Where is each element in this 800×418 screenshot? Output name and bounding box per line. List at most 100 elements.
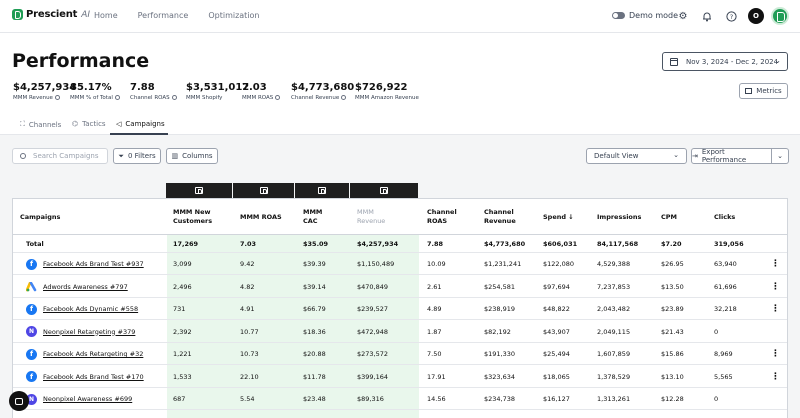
export-performance-button[interactable]: ⇥ Export Performance [691, 148, 772, 164]
cell-mmm-revenue: $470,849 [357, 282, 389, 291]
prescient-icon [318, 187, 326, 194]
chevron-down-icon: ⌄ [673, 151, 679, 159]
columns-label: Columns [182, 152, 213, 160]
gear-icon[interactable]: ⚙ [678, 10, 688, 22]
col-spend[interactable]: Spend ↓ [543, 213, 574, 221]
table-row[interactable]: f Facebook Ads Retargeting #32 1,221 10.73 $… [13, 343, 787, 365]
table-row[interactable]: f Facebook Ads Brand Test #170 1,533 22.10 $… [13, 366, 787, 388]
cell-channel-revenue: $1,231,241 [484, 260, 522, 268]
campaign-link[interactable]: Facebook Ads Brand Test #937 [43, 260, 144, 268]
cell-channel-roas: 14.56 [427, 395, 446, 403]
info-icon[interactable] [171, 95, 177, 100]
kpi-channel-roas: 7.88 Channel ROAS [130, 82, 177, 101]
cell-impressions: 1,607,859 [597, 350, 631, 358]
col-mmm-new-customers[interactable]: MMM New Customers [173, 208, 213, 225]
col-clicks[interactable]: Clicks [714, 213, 736, 221]
table-row[interactable]: f Facebook Ads Dynamic #558 731 4.91 $66.79 $… [13, 298, 787, 320]
toggle-switch[interactable] [612, 12, 625, 19]
more-options-icon[interactable]: ⋮ [771, 259, 780, 269]
table-row[interactable]: N Neonpixel Awareness #699 687 5.54 $23.48 $8… [13, 388, 787, 410]
col-mmm-roas[interactable]: MMM ROAS [240, 213, 282, 221]
user-avatar[interactable]: O [748, 8, 764, 24]
tab-campaigns[interactable]: ◁ Campaigns [116, 120, 165, 128]
help-icon[interactable]: ? [725, 10, 737, 22]
cell-channel-roas: 17.91 [427, 372, 446, 381]
prescient-logo-icon [12, 9, 23, 20]
col-mmm-revenue[interactable]: MMM Revenue [357, 208, 386, 225]
nav-optimization[interactable]: Optimization [208, 11, 260, 20]
more-options-icon[interactable]: ⋮ [771, 349, 780, 359]
kpi-mmm-revenue: $4,257,934 MMM Revenue [13, 82, 76, 101]
col-channel-revenue[interactable]: Channel Revenue [484, 208, 516, 225]
view-select[interactable]: Default View ⌄ [586, 148, 687, 164]
total-channel-revenue: $4,773,680 [484, 240, 526, 248]
cell-channel-roas: 7.50 [427, 350, 442, 358]
more-options-icon[interactable]: ⋮ [771, 371, 780, 382]
col-mmm-cac[interactable]: MMM CAC [303, 208, 323, 225]
info-icon[interactable] [275, 95, 281, 100]
campaign-link[interactable]: Facebook Ads Retargeting #32 [43, 350, 144, 358]
campaign-link[interactable]: Facebook Ads Brand Test #170 [43, 372, 144, 381]
nav-home[interactable]: Home [94, 11, 118, 20]
tab-tactics[interactable]: ⌬ Tactics [72, 120, 106, 128]
cell-mmm-roas: 5.54 [240, 395, 255, 403]
more-options-icon[interactable]: ⋮ [771, 281, 780, 292]
cell-mmm-revenue: $399,164 [357, 372, 389, 381]
bell-icon[interactable] [701, 10, 713, 22]
kpi-value: 85.17% [70, 82, 112, 93]
table-row[interactable]: Adwords Awareness #797 2,496 4.82 $39.14 $47… [13, 276, 787, 298]
total-clicks: 319,056 [714, 240, 744, 248]
table-row[interactable]: N Neonpixel Retargeting #379 2,392 10.77 $18… [13, 321, 787, 343]
total-impressions: 84,117,568 [597, 240, 639, 248]
neonpixel-icon: N [26, 393, 37, 405]
col-cpm[interactable]: CPM [661, 213, 678, 221]
cell-mmm-revenue: $89,316 [357, 395, 384, 403]
demo-mode-toggle[interactable]: Demo mode [612, 11, 678, 20]
tab-channels[interactable]: ⛶ Channels [20, 120, 61, 129]
campaign-link[interactable]: Adwords Awareness #797 [43, 282, 128, 291]
campaign-link[interactable]: Facebook Ads Dynamic #558 [43, 305, 139, 313]
col-impressions[interactable]: Impressions [597, 213, 642, 221]
workspace-badge-icon[interactable] [771, 7, 789, 25]
cell-channel-revenue: $254,581 [484, 282, 516, 291]
kpi-label: Channel Revenue [291, 95, 340, 101]
kpi-value: $726,922 [355, 82, 408, 93]
cell-impressions: 7,237,853 [597, 282, 631, 291]
nav-performance[interactable]: Performance [137, 11, 189, 20]
info-icon[interactable] [54, 95, 60, 100]
cell-impressions: 1,378,529 [597, 372, 631, 381]
info-icon[interactable] [114, 95, 120, 100]
cell-mmm-revenue: $239,527 [357, 305, 389, 313]
cell-mmm-cac: $18.36 [303, 327, 326, 336]
total-mmm-revenue: $4,257,934 [357, 240, 399, 248]
cell-new-customers: 687 [173, 395, 186, 403]
cell-new-customers: 3,099 [173, 260, 192, 268]
facebook-icon: f [26, 303, 37, 315]
metrics-button[interactable]: Metrics [739, 83, 788, 99]
cell-mmm-revenue: $1,150,489 [357, 260, 395, 268]
cell-mmm-roas: 10.77 [240, 327, 259, 336]
export-options-chevron-icon[interactable]: ⌄ [772, 148, 789, 164]
chat-support-button[interactable] [9, 391, 29, 411]
logo[interactable]: Prescient AI [12, 9, 90, 20]
campaign-link[interactable]: Neonpixel Awareness #699 [43, 395, 133, 403]
filters-button[interactable]: ⏷ 0 Filters [113, 148, 161, 164]
cell-new-customers: 1,221 [173, 350, 192, 358]
kpi-label: MMM Shopify [186, 95, 223, 101]
columns-icon: ▥ [171, 152, 179, 160]
cell-mmm-cac: $39.14 [303, 282, 326, 291]
col-campaigns[interactable]: Campaigns [20, 213, 61, 221]
mmm-group-header [295, 183, 349, 198]
export-label: Export Performance [701, 148, 747, 164]
campaigns-icon: ◁ [116, 120, 122, 128]
columns-button[interactable]: ▥ Columns [166, 148, 218, 164]
col-channel-roas[interactable]: Channel ROAS [427, 208, 457, 225]
view-select-value: Default View [594, 152, 639, 160]
campaigns-table: Campaigns MMM New Customers MMM ROAS MMM… [12, 198, 788, 418]
search-input[interactable]: Search Campaigns [12, 148, 108, 164]
campaign-link[interactable]: Neonpixel Retargeting #379 [43, 327, 136, 336]
table-row[interactable]: f Facebook Ads Brand Test #937 3,099 9.42 $3… [13, 253, 787, 275]
more-options-icon[interactable]: ⋮ [771, 304, 780, 314]
date-range-picker[interactable]: Nov 3, 2024 - Dec 2, 2024 ⌄ [662, 52, 788, 71]
info-icon[interactable] [341, 95, 347, 100]
